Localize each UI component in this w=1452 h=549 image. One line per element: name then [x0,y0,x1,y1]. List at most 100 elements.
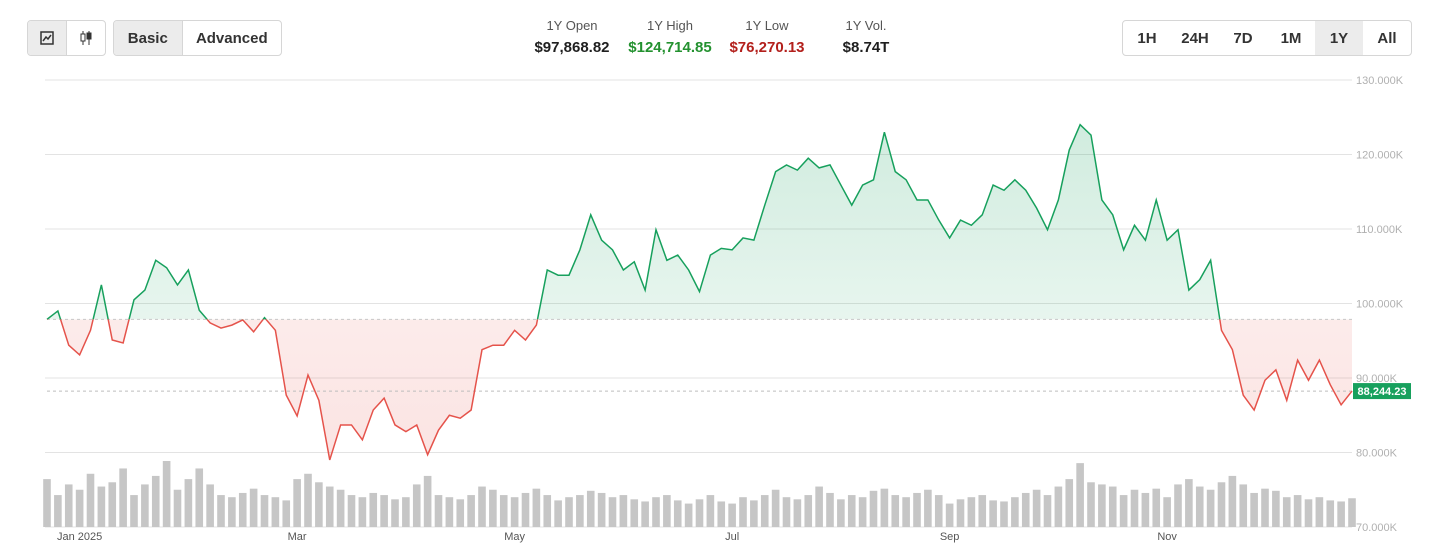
volume-bar [1065,479,1074,527]
mode-button[interactable]: Basic [114,21,183,55]
stat-label: 1Y Vol. [845,18,887,33]
volume-bar [325,486,334,527]
volume-bar [1163,497,1171,527]
volume-bar [184,479,193,527]
volume-bar [695,499,704,527]
volume-bar [1195,486,1204,527]
volume-bar [673,500,682,527]
volume-bar [206,484,214,527]
volume-bar [402,497,410,527]
x-tick-label: Jan 2025 [57,531,102,543]
volume-bar [108,482,117,527]
volume-bar [478,486,486,527]
range-button[interactable]: 1M [1280,29,1302,47]
y-tick-label: 70.000K [1356,522,1398,534]
volume-bar [978,495,987,527]
stat: 1Y High $124,714.85 [615,18,725,56]
volume-bar [130,495,138,527]
stat-label: 1Y High [646,18,693,33]
volume-bar [293,479,301,527]
volume-bar [956,499,965,527]
volume-bar [576,495,584,527]
volume-bar [760,495,769,527]
volume-bar [141,484,149,527]
volume-bar [412,484,421,527]
range-button[interactable]: 1Y [1315,21,1363,55]
y-tick-label: 130.000K [1356,75,1404,87]
volume-bar [554,500,562,527]
volume-bar [1228,475,1237,527]
volume-bar [358,497,367,527]
volume-bar [260,495,269,527]
volume-bar [934,495,943,527]
line-chart-button[interactable] [28,21,67,55]
volume-bar [1098,484,1106,527]
y-tick-label: 90.000K [1356,373,1398,385]
x-tick-label: Jul [725,531,739,543]
candle-icon [80,31,92,45]
range-button[interactable]: 1H [1137,29,1157,47]
y-tick-label: 120.000K [1356,150,1404,162]
x-tick-label: Nov [1157,531,1177,543]
volume-bar [750,500,758,527]
volume-bar [1348,498,1356,527]
volume-bar [445,497,454,527]
x-tick-label: Sep [940,531,960,543]
volume-bar [1261,488,1269,527]
stat: 1Y Vol. $8.74T [811,18,921,56]
area-up [47,124,1352,320]
y-tick-label: 110.000K [1356,224,1403,236]
volume-bar [597,492,606,527]
volume-bar [1174,484,1182,527]
volume-bar [652,497,660,527]
volume-bar [43,479,51,527]
volume-bar [271,497,280,527]
volume-bar [282,500,291,527]
volume-bar [510,497,519,527]
volume-bar [1000,501,1008,527]
volume-bar [1152,488,1161,527]
volume-bar [913,492,921,527]
x-tick-label: Mar [288,531,307,543]
stat-label: 1Y Low [745,18,789,33]
volume-bar [684,503,693,527]
volume-bar [380,495,388,527]
range-button[interactable]: 24H [1181,29,1209,47]
range-button[interactable]: 7D [1233,29,1253,47]
volume-bar [75,489,84,527]
candle-chart-button[interactable] [67,21,105,55]
y-tick-label: 100.000K [1356,299,1404,311]
volume-bar [97,486,106,527]
mode-button[interactable]: Advanced [195,29,268,47]
volume-bar [1130,489,1139,527]
volume-bar [663,495,671,527]
stat: 1Y Open $97,868.82 [517,18,627,56]
volume-bar [924,489,932,527]
stat-value: $124,714.85 [628,39,712,56]
area-down [47,319,1352,460]
volume-bar [86,473,95,527]
chart-style-toggle [27,20,106,56]
mode-toggle: Basic Advanced [113,20,282,56]
volume-bar [1141,492,1150,527]
volume-bar [304,473,312,527]
stat-label: 1Y Open [546,18,598,33]
range-button[interactable]: All [1377,29,1397,47]
volume-bar [1119,495,1128,527]
y-tick-label: 80.000K [1356,448,1398,460]
volume-bar [119,468,127,527]
volume-bar [847,495,856,527]
volume-bar [1337,501,1345,527]
volume-bar [151,475,160,527]
volume-bar [347,495,356,527]
volume-bar [499,495,508,527]
volume-bar [1304,499,1313,527]
volume-bar [945,503,954,527]
volume-bar [1032,489,1041,527]
volume-bar [608,497,617,527]
volume-bar [217,495,225,527]
volume-bar [989,500,997,527]
volume-bar [858,497,867,527]
volume-bar [586,490,595,527]
volume-bar [162,461,171,527]
